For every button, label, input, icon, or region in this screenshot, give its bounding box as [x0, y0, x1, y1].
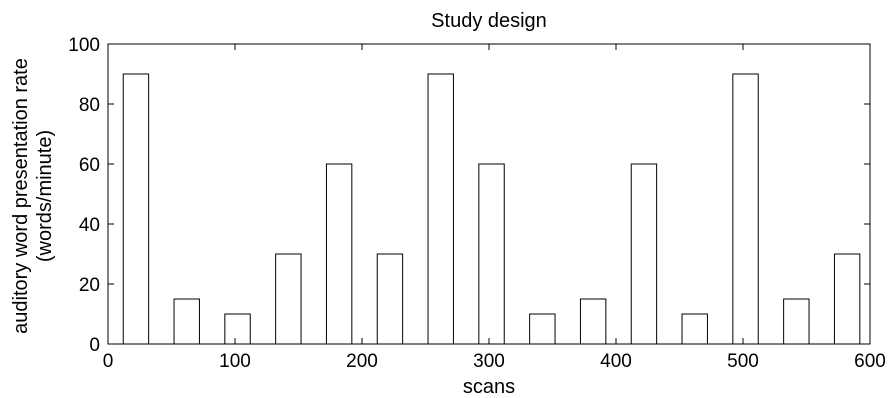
bar-11 [630, 163, 658, 344]
y-tick-label-100: 100 [68, 35, 100, 56]
bar-4 [275, 253, 302, 344]
y-tick-label-40: 40 [79, 215, 100, 236]
chart-title: Study design [431, 10, 547, 32]
ticks-group: 0 100 200 300 400 500 600 0 20 40 60 80 100 [68, 35, 886, 372]
bar-14 [783, 298, 810, 344]
bar-15 [833, 253, 861, 344]
bar-10 [579, 298, 607, 344]
plot-frame [107, 43, 871, 345]
y-tick-label-80: 80 [79, 95, 100, 116]
bar-2 [173, 298, 200, 344]
bar-3 [224, 313, 251, 344]
bars-group [122, 73, 861, 344]
bar-5 [325, 163, 353, 344]
bar-9 [529, 313, 556, 344]
y-tick-label-0: 0 [89, 335, 100, 356]
y-axis-label-line-1: auditory word presentation rate [10, 58, 32, 334]
x-tick-label-200: 200 [346, 351, 378, 372]
y-tick-label-20: 20 [79, 275, 100, 296]
y-axis-label: auditory word presentation rate (words/m… [10, 58, 56, 334]
bar-13 [732, 73, 759, 344]
bar-12 [681, 313, 708, 344]
y-tick-label-60: 60 [79, 155, 100, 176]
x-tick-label-500: 500 [727, 351, 759, 372]
bar-6 [376, 253, 404, 344]
bar-8 [478, 163, 505, 344]
x-tick-label-100: 100 [219, 351, 251, 372]
x-tick-label-400: 400 [600, 351, 632, 372]
x-tick-label-600: 600 [854, 351, 886, 372]
bar-1 [122, 73, 150, 344]
x-tick-label-300: 300 [473, 351, 505, 372]
bar-7 [427, 73, 454, 344]
y-axis-label-line-2: (words/minute) [34, 130, 56, 262]
x-axis-label: scans [463, 376, 515, 398]
x-tick-label-0: 0 [103, 351, 114, 372]
